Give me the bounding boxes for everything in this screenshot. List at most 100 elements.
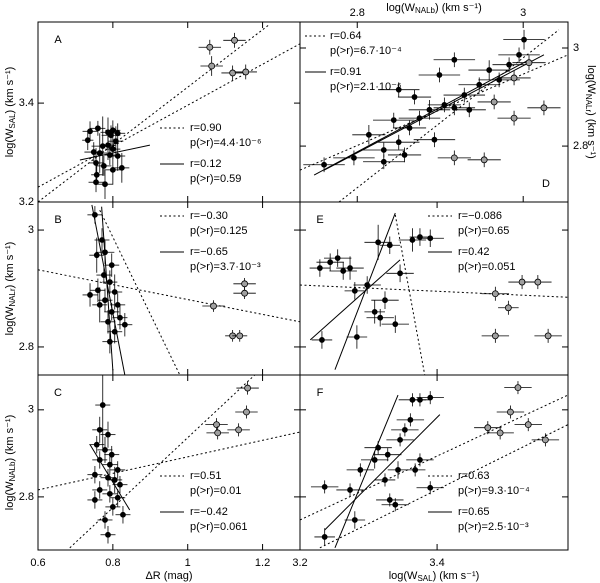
point	[371, 308, 378, 315]
point	[114, 153, 121, 159]
point	[96, 301, 103, 308]
point	[99, 143, 106, 150]
point	[401, 152, 408, 158]
y-tick-label: 2.8	[573, 140, 588, 152]
point	[106, 461, 113, 468]
y-tick-label: 2.8	[19, 491, 34, 503]
plot-area	[38, 23, 300, 202]
point	[431, 136, 438, 143]
point	[106, 152, 113, 158]
fit-line	[338, 29, 560, 202]
point	[93, 171, 100, 178]
point	[102, 297, 108, 304]
open-point	[525, 59, 533, 67]
open-point	[510, 114, 518, 122]
stat-p: p(>r)=0.01	[190, 485, 241, 497]
stat-p: p(>r)=0.125	[190, 225, 247, 237]
point	[105, 531, 111, 538]
open-point	[244, 384, 252, 392]
open-point	[534, 278, 542, 286]
plot-area	[300, 29, 568, 202]
point	[375, 444, 382, 451]
open-point	[210, 302, 217, 310]
stat-p: p(>r)=3.7·10⁻³	[190, 261, 261, 273]
panel-label: C	[54, 387, 62, 399]
stat-r: r=0.63	[458, 470, 490, 482]
point	[416, 115, 423, 122]
plot-area	[300, 381, 568, 549]
open-point	[496, 429, 504, 437]
point	[321, 161, 327, 168]
open-point	[450, 154, 458, 162]
stat-p: p(>r)=0.051	[458, 261, 515, 273]
panel: Ar=0.90 p(>r)=4.4·10⁻⁶ r=0.12 p(>r)=0.59	[37, 21, 301, 203]
point	[395, 86, 402, 93]
point	[441, 101, 448, 108]
open-point	[214, 429, 222, 437]
point	[380, 158, 387, 165]
open-point	[242, 68, 250, 76]
point	[316, 265, 323, 271]
x-axis-label: ΔR (mag)	[145, 570, 192, 582]
fit-line	[309, 259, 401, 341]
point	[351, 154, 357, 161]
panel: Dr=0.64 p(>r)=6.7·10⁻⁴ r=0.91 p(>r)=2.1·10⁻…	[299, 21, 569, 203]
open-point	[540, 104, 548, 112]
open-point	[524, 421, 532, 429]
x-tick-label: 0.8	[105, 557, 120, 569]
panel: Cr=0.51 p(>r)=0.01 r=−0.42 p(>r)=0.061	[37, 374, 301, 551]
point	[347, 487, 353, 493]
open-point	[231, 36, 238, 44]
point	[100, 272, 107, 278]
plot-area	[300, 212, 568, 375]
point	[106, 338, 113, 345]
panel-label: D	[542, 178, 550, 190]
y-axis-label: log(WSAL) (km s⁻¹)	[4, 67, 17, 158]
open-point	[504, 304, 512, 312]
fit-line	[101, 206, 114, 371]
x-tick-label: 2.8	[350, 7, 365, 19]
point	[364, 282, 371, 288]
point	[476, 81, 483, 88]
point	[102, 446, 108, 453]
point	[351, 287, 358, 294]
fit-line	[324, 414, 441, 531]
point	[319, 337, 325, 343]
point	[105, 318, 111, 325]
point	[382, 297, 388, 304]
panel-label: B	[54, 214, 61, 226]
panel-frame	[299, 201, 569, 376]
point	[395, 139, 402, 146]
point	[99, 237, 105, 243]
point	[96, 150, 103, 156]
point	[105, 431, 111, 438]
panel-frame	[37, 374, 301, 551]
stat-r: r=0.90	[190, 122, 222, 134]
point	[102, 517, 108, 523]
point	[427, 484, 434, 491]
point	[516, 51, 522, 58]
point	[426, 106, 433, 113]
point	[375, 239, 382, 246]
point	[392, 501, 399, 508]
point	[412, 467, 419, 473]
point	[109, 166, 116, 173]
open-point	[541, 436, 549, 444]
point	[111, 289, 118, 295]
stat-p: p(>r)=2.1·10⁻⁶	[330, 81, 401, 93]
stat-r: r=0.12	[190, 158, 222, 170]
point	[114, 494, 121, 501]
point	[114, 467, 121, 473]
plot-area	[38, 204, 300, 375]
point	[451, 56, 458, 63]
point	[357, 467, 364, 473]
y-axis-label: log(WNALr) (km s⁻¹)	[4, 242, 17, 336]
fit-line	[69, 375, 256, 549]
point	[334, 255, 341, 262]
y-tick-label: 3	[573, 42, 579, 54]
fit-line	[99, 209, 181, 375]
point	[90, 149, 97, 155]
